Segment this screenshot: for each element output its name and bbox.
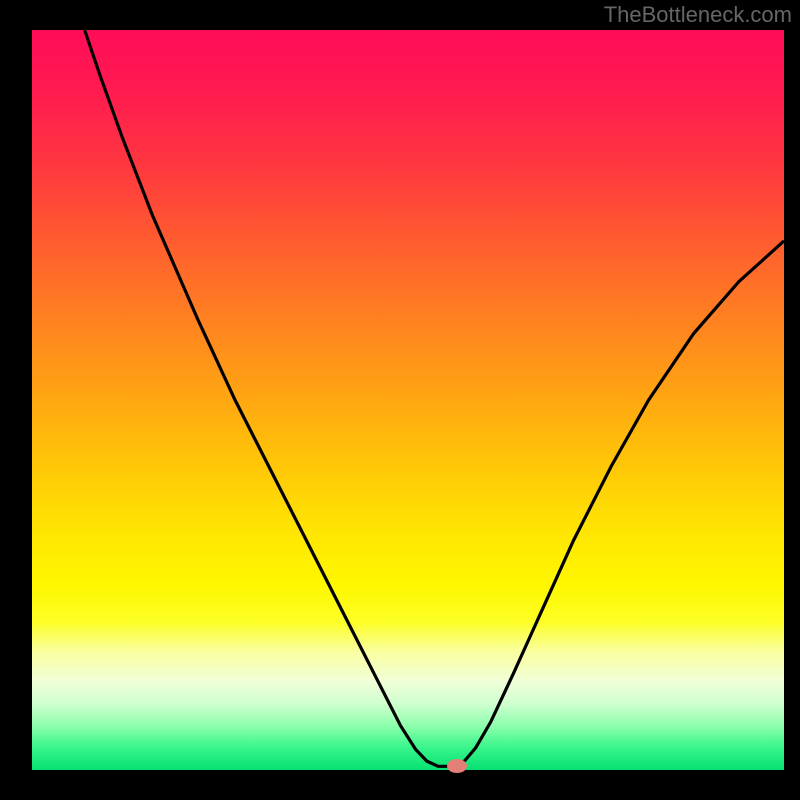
plot-area bbox=[32, 30, 784, 770]
watermark-text: TheBottleneck.com bbox=[604, 2, 792, 28]
bottleneck-curve bbox=[32, 30, 784, 770]
minimum-marker bbox=[447, 759, 467, 773]
chart-container: TheBottleneck.com bbox=[0, 0, 800, 800]
